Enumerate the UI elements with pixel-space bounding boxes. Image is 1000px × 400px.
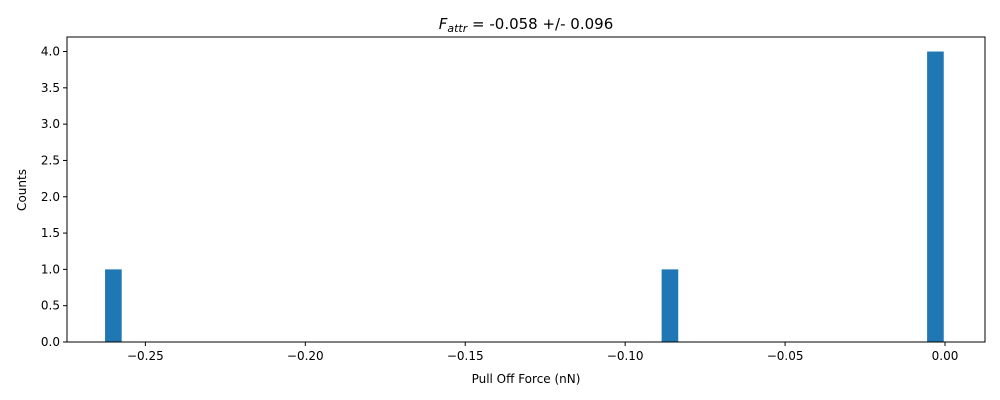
y-tick-label-5: 2.5	[41, 153, 60, 167]
y-tick-label-7: 3.5	[41, 81, 60, 95]
y-tick-label-4: 2.0	[41, 190, 60, 204]
plot-frame	[66, 36, 986, 343]
chart-title-rest: = -0.058 +/- 0.096	[467, 15, 613, 33]
y-tick-label-2: 1.0	[41, 262, 60, 276]
histogram-bar-2	[927, 51, 944, 343]
histogram-bar-1	[661, 269, 679, 342]
x-tick-label-4: −0.05	[767, 349, 804, 363]
x-axis-label: Pull Off Force (nN)	[472, 372, 581, 386]
x-ticks-group: −0.25 −0.20 −0.15 −0.10 −0.05 0.00	[127, 342, 958, 363]
y-axis-label: Counts	[15, 169, 29, 211]
chart-title-symbol: F	[439, 15, 448, 33]
chart-title: Fattr = -0.058 +/- 0.096	[439, 15, 614, 35]
y-tick-label-3: 1.5	[41, 226, 60, 240]
y-tick-label-6: 3.0	[41, 117, 60, 131]
y-ticks-group: 0.0 0.5 1.0 1.5 2.0 2.5 3.0 3.5 4.0	[41, 45, 67, 349]
y-tick-label-1: 0.5	[41, 299, 60, 313]
bars-group	[105, 51, 944, 343]
x-tick-label-5: 0.00	[932, 349, 959, 363]
x-tick-label-3: −0.10	[607, 349, 644, 363]
chart-title-subscript: attr	[447, 22, 468, 35]
y-tick-label-8: 4.0	[41, 45, 60, 59]
histogram-bar-0	[105, 269, 122, 342]
y-tick-label-0: 0.0	[41, 335, 60, 349]
x-tick-label-1: −0.20	[287, 349, 324, 363]
x-tick-label-0: −0.25	[127, 349, 164, 363]
x-tick-label-2: −0.15	[447, 349, 484, 363]
